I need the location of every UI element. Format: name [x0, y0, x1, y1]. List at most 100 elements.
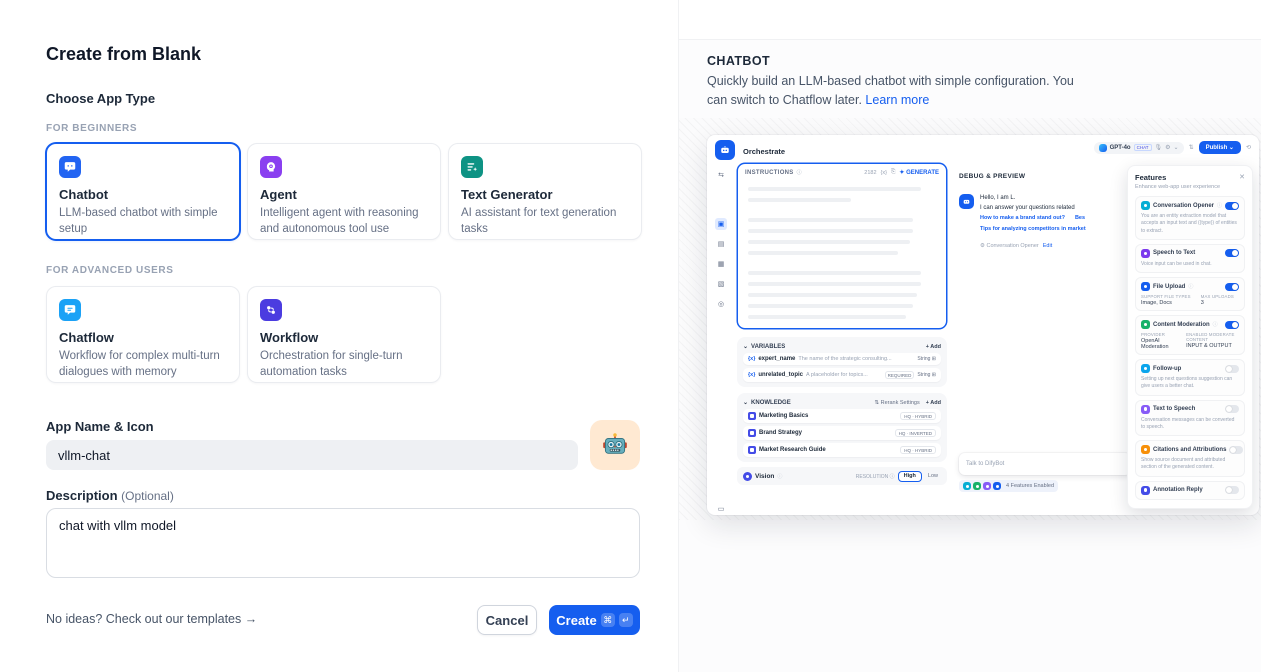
- document-icon: [748, 446, 756, 454]
- follow-up-icon: [1141, 364, 1150, 373]
- resolution-high-option: High: [897, 470, 922, 482]
- toggle-on: [1225, 320, 1239, 329]
- settings-icon: ◎: [717, 301, 725, 308]
- description-textarea[interactable]: chat with vllm model: [46, 508, 640, 578]
- app-type-card-text-generator[interactable]: Text Generator AI assistant for text gen…: [448, 143, 642, 240]
- knowledge-row: Brand Strategy HQ · INVERTED: [743, 426, 941, 440]
- text-to-speech-icon: [1141, 404, 1150, 414]
- panel-description: Quickly build an LLM-based chatbot with …: [707, 74, 1074, 107]
- suggested-question-cut: Bes: [1074, 215, 1086, 222]
- sparkle-icon: ✦: [899, 170, 905, 176]
- app-type-card-chatbot[interactable]: Chatbot LLM-based chatbot with simple se…: [46, 143, 240, 240]
- file-upload-icon: [1141, 282, 1150, 291]
- clipboard-icon: ⎘: [890, 169, 896, 175]
- char-count: 2182: [864, 169, 877, 176]
- panel-toggle-icon: ▭: [717, 506, 725, 513]
- create-button[interactable]: Create ⌘ ↵: [549, 605, 640, 635]
- top-strip: [679, 0, 1261, 40]
- variable-icon: {x}: [748, 372, 756, 378]
- app-type-desc: AI assistant for text generation tasks: [461, 207, 617, 235]
- notes-icon: ▧: [717, 281, 725, 288]
- feature-badge-icon: [983, 482, 991, 490]
- add-knowledge-button: + Add: [925, 399, 941, 406]
- orchestrate-tab-icon: ▣: [715, 218, 727, 230]
- feature-file-upload: File Upload ⓘ SUPPORT FILE TYPES Image, Do…: [1135, 277, 1245, 311]
- app-type-name: Chatbot: [59, 187, 109, 202]
- app-type-info-panel: CHATBOT Quickly build an LLM-based chatb…: [678, 0, 1261, 672]
- feature-badge-icon: [963, 482, 971, 490]
- beginner-app-type-cards: Chatbot LLM-based chatbot with simple se…: [46, 143, 642, 240]
- chevron-down-icon: ⌄: [743, 400, 749, 406]
- preview-vision-row: Vision ⓘ RESOLUTION ⓘ High Low: [737, 467, 947, 485]
- preview-topbar: GPT-4o CHAT 🎙 ⚙ ⌄ ⇅ Publish ⌄ ⟲: [1093, 141, 1251, 154]
- toggle-off: [1225, 364, 1239, 373]
- for-beginners-label: FOR BEGINNERS: [46, 123, 138, 134]
- annotation-reply-icon: [1141, 485, 1150, 495]
- app-type-card-chatflow[interactable]: Chatflow Workflow for complex multi-turn…: [46, 286, 240, 383]
- variable-row: {x} unrelated_topic A placeholder for to…: [743, 368, 941, 382]
- preview-orchestrate-title: Orchestrate: [743, 147, 786, 156]
- feature-content-moderation: Content Moderation ⓘ PROVIDER OpenAI Moder…: [1135, 315, 1245, 355]
- toggle-on: [1225, 282, 1239, 291]
- preview-model-selector: GPT-4o CHAT 🎙 ⚙ ⌄: [1093, 141, 1184, 154]
- resolution-low-option: Low: [927, 473, 938, 479]
- preview-chat-input: Talk to DifyBot: [959, 453, 1131, 475]
- suggested-question: How to make a brand stand out?: [980, 215, 1065, 222]
- app-type-name: Agent: [260, 187, 297, 202]
- preview-feature-badges: 4 Features Enabled: [959, 480, 1059, 492]
- learn-more-link[interactable]: Learn more: [865, 92, 930, 107]
- rerank-settings-button: ⇅ Rerank Settings: [874, 399, 920, 406]
- vision-icon: [743, 471, 752, 481]
- cancel-button[interactable]: Cancel: [477, 605, 537, 635]
- variable-row: {x} expert_name The name of the strategi…: [743, 353, 941, 365]
- toggle-off: [1225, 486, 1239, 494]
- choose-app-type-label: Choose App Type: [46, 91, 156, 106]
- knowledge-row: Market Research Guide HQ · HYBRID: [743, 443, 941, 457]
- description-optional-label: (Optional): [121, 489, 174, 503]
- document-icon: [748, 429, 756, 437]
- add-variable-button: + Add: [925, 343, 941, 350]
- description-label: Description (Optional): [46, 488, 174, 503]
- toggle-off: [1225, 405, 1239, 413]
- app-type-desc: LLM-based chatbot with simple setup: [59, 207, 218, 235]
- preview-features-panel: Features ✕ Enhance web-app user experienc…: [1127, 165, 1253, 509]
- feature-citations: Citations and Attributions Show source d…: [1135, 440, 1245, 477]
- info-icon: ⓘ: [796, 170, 802, 176]
- app-type-card-agent[interactable]: Agent Intelligent agent with reasoning a…: [247, 143, 441, 240]
- app-type-name: Chatflow: [59, 330, 114, 345]
- knowledge-row: Marketing Basics HQ · HYBRID: [743, 409, 941, 423]
- logs-icon: ▦: [717, 261, 725, 268]
- app-type-card-workflow[interactable]: Workflow Orchestration for single-turn a…: [247, 286, 441, 383]
- speech-to-text-icon: [1141, 248, 1150, 258]
- image-icon: ▤: [717, 241, 725, 248]
- app-icon-button[interactable]: [590, 420, 640, 470]
- preview-variables-section: ⌄ VARIABLES + Add {x} expert_name The na…: [737, 337, 947, 387]
- placeholder-lines: [738, 181, 946, 332]
- chatbot-preview-screenshot: Orchestrate GPT-4o CHAT 🎙 ⚙ ⌄ ⇅ Publish …: [707, 135, 1259, 515]
- modal-title: Create from Blank: [46, 44, 202, 64]
- collapse-icon: ⇆: [718, 172, 724, 179]
- app-type-desc: Orchestration for single-turn automation…: [260, 350, 403, 378]
- required-tag: REQUIRED: [884, 371, 915, 379]
- feature-badge-icon: [973, 482, 981, 490]
- chevron-down-icon: ⌄: [743, 344, 749, 350]
- variable-icon: {x}: [880, 169, 887, 176]
- panel-heading: CHATBOT: [707, 54, 770, 68]
- bot-avatar-icon: [959, 194, 974, 209]
- cmd-key-icon: ⌘: [600, 613, 615, 627]
- citations-icon: [1141, 445, 1150, 454]
- variable-icon: {x}: [748, 356, 756, 362]
- enter-key-icon: ↵: [618, 613, 633, 627]
- create-button-label: Create: [556, 612, 597, 628]
- gear-icon: ⚙: [1165, 145, 1171, 151]
- templates-link[interactable]: No ideas? Check out our templates →: [46, 612, 258, 626]
- app-name-input[interactable]: [46, 440, 578, 470]
- model-logo-icon: [1098, 143, 1107, 152]
- close-icon: ✕: [1239, 174, 1245, 181]
- toggle-on: [1225, 249, 1239, 258]
- preview-sidebar-rail: ⇆ ▣ ▤ ▦ ▧ ◎ ▭: [707, 165, 735, 515]
- tune-icon: ⇅: [1188, 145, 1194, 151]
- document-icon: [748, 412, 756, 420]
- conversation-opener-icon: [1141, 201, 1150, 210]
- mic-icon: 🎙: [1154, 145, 1163, 151]
